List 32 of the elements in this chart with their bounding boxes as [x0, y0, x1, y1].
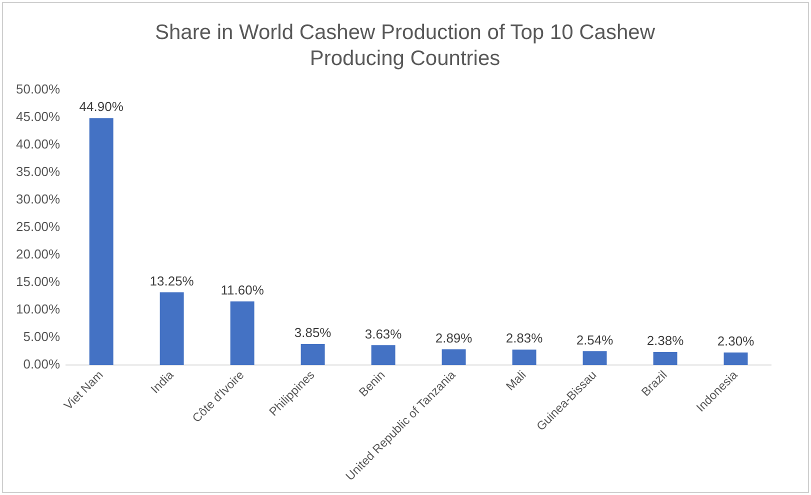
bar [724, 352, 748, 366]
data-label: 3.63% [364, 326, 402, 342]
y-tick-label: 45.00% [16, 109, 61, 124]
chart-title: Share in World Cashew Production of Top 10 Cashew Producing Countries [154, 20, 656, 72]
y-tick-label: 40.00% [16, 136, 61, 152]
y-tick-label: 5.00% [23, 329, 61, 344]
bar [582, 351, 607, 366]
y-tick-label: 10.00% [16, 302, 61, 317]
bar [653, 352, 678, 366]
y-tick-label: 50.00% [16, 82, 61, 97]
data-label: 11.60% [220, 282, 264, 298]
y-tick-label: 35.00% [16, 164, 61, 180]
y-tick-label: 15.00% [16, 274, 61, 290]
bar [442, 349, 466, 366]
y-tick-label: 30.00% [16, 192, 61, 207]
data-label: 2.30% [717, 334, 755, 349]
data-label: 2.83% [506, 330, 544, 346]
bar [230, 301, 254, 366]
data-label: 44.90% [79, 99, 124, 114]
y-tick-label: 20.00% [16, 246, 61, 262]
data-label: 13.25% [150, 273, 194, 288]
bar [160, 292, 184, 366]
bar [89, 118, 114, 366]
bar [371, 345, 396, 366]
y-tick-label: 25.00% [16, 219, 61, 234]
data-label: 2.89% [435, 330, 473, 346]
data-label: 2.38% [646, 333, 684, 348]
bar [300, 344, 325, 366]
data-label: 3.85% [294, 325, 332, 340]
bar [512, 350, 536, 366]
y-tick-label: 0.00% [23, 356, 61, 372]
data-label: 2.54% [576, 332, 614, 348]
